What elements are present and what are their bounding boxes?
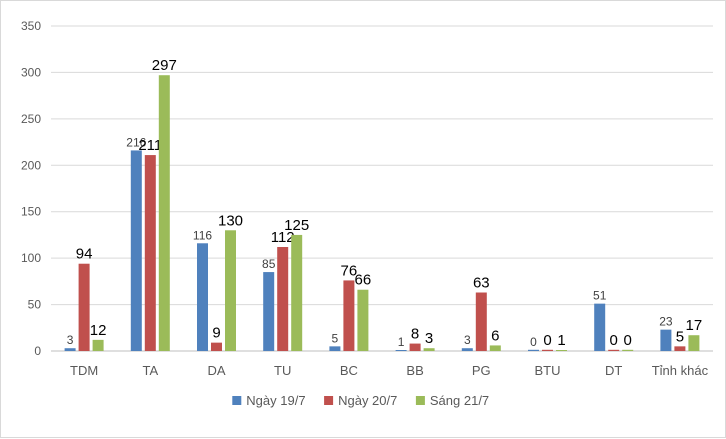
bar xyxy=(660,329,672,351)
data-label: 0 xyxy=(624,332,632,349)
x-tick-label: Tỉnh khác xyxy=(652,363,709,378)
y-tick-label: 50 xyxy=(28,298,42,312)
bar xyxy=(329,346,341,351)
y-tick-label: 250 xyxy=(21,112,41,126)
data-label: 211 xyxy=(138,137,162,154)
data-label: 66 xyxy=(355,272,372,289)
data-label: 1 xyxy=(557,332,565,349)
y-tick-label: 300 xyxy=(21,65,41,79)
data-label: 130 xyxy=(218,212,243,229)
bar xyxy=(277,247,289,351)
bar xyxy=(395,350,407,351)
x-tick-label: TDM xyxy=(70,363,98,378)
data-label: 216 xyxy=(126,135,146,149)
bar xyxy=(78,263,90,351)
bar xyxy=(158,75,170,351)
y-tick-label: 0 xyxy=(34,344,41,358)
data-label: 51 xyxy=(593,289,607,303)
data-label: 3 xyxy=(464,333,471,347)
bar xyxy=(528,349,539,351)
bar xyxy=(409,343,421,351)
bar xyxy=(263,272,275,351)
data-label: 8 xyxy=(411,326,419,343)
x-tick-label: TU xyxy=(274,363,291,378)
bar xyxy=(423,348,435,351)
data-label: 23 xyxy=(659,315,673,329)
data-label: 5 xyxy=(676,328,684,345)
bar xyxy=(225,230,236,351)
bar xyxy=(92,339,104,351)
bar xyxy=(542,349,553,351)
bar xyxy=(489,345,501,351)
data-label: 3 xyxy=(67,333,74,347)
bar xyxy=(211,342,222,351)
legend-swatch xyxy=(415,396,425,405)
bar xyxy=(197,243,208,351)
data-label: 17 xyxy=(686,317,703,334)
bar xyxy=(130,150,142,351)
data-label: 5 xyxy=(332,331,339,345)
data-label: 116 xyxy=(193,228,212,242)
x-tick-label: DT xyxy=(605,363,622,378)
legend-label: Ngày 19/7 xyxy=(246,393,305,408)
data-label: 1 xyxy=(398,335,405,349)
legend-swatch xyxy=(324,396,334,405)
bar xyxy=(608,349,620,351)
data-label: 76 xyxy=(341,262,358,279)
bar xyxy=(291,234,303,351)
data-label: 94 xyxy=(76,246,93,263)
bar xyxy=(674,346,686,351)
bar xyxy=(461,348,473,351)
x-tick-label: BC xyxy=(340,363,358,378)
data-label: 12 xyxy=(90,322,107,339)
data-label: 63 xyxy=(473,275,490,292)
bar xyxy=(144,155,156,351)
bar xyxy=(475,292,487,351)
data-label: 112 xyxy=(271,229,295,246)
data-label: 0 xyxy=(530,335,537,349)
legend-label: Ngày 20/7 xyxy=(338,393,397,408)
x-tick-label: BTU xyxy=(535,363,561,378)
data-label: 297 xyxy=(152,57,177,74)
bar xyxy=(556,350,567,351)
y-tick-label: 150 xyxy=(21,205,41,219)
data-label: 6 xyxy=(491,327,499,344)
x-tick-label: BB xyxy=(406,363,423,378)
data-label: 125 xyxy=(284,217,309,234)
bar xyxy=(594,303,606,351)
data-label: 0 xyxy=(543,332,551,349)
data-label: 85 xyxy=(262,257,276,271)
data-label: 3 xyxy=(425,330,433,347)
bar xyxy=(64,348,76,351)
legend-label: Sáng 21/7 xyxy=(430,393,489,408)
data-label: 9 xyxy=(212,325,220,342)
data-label: 0 xyxy=(610,332,618,349)
bar xyxy=(357,289,369,351)
y-tick-label: 100 xyxy=(21,251,41,265)
legend-swatch xyxy=(232,396,242,405)
bar xyxy=(622,349,634,351)
x-tick-label: TA xyxy=(142,363,158,378)
y-tick-label: 350 xyxy=(21,19,41,33)
x-tick-label: PG xyxy=(472,363,491,378)
bar xyxy=(688,335,700,351)
bar xyxy=(343,280,355,351)
y-tick-label: 200 xyxy=(21,158,41,172)
x-tick-label: DA xyxy=(207,363,225,378)
